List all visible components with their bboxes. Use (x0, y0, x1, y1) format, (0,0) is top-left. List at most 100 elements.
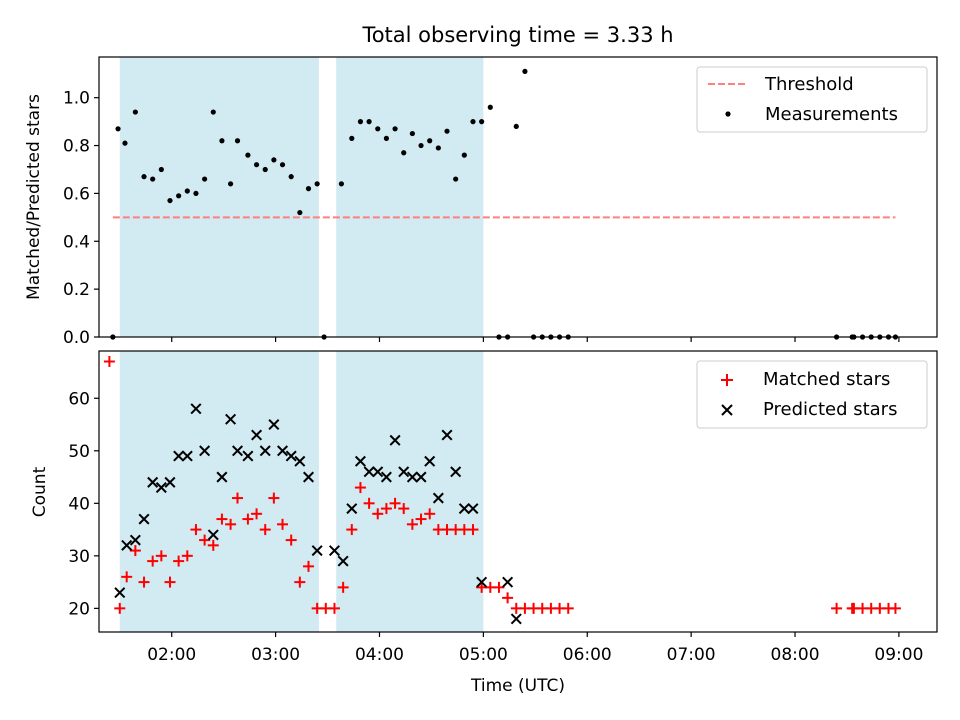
matched-star-point (406, 518, 418, 530)
predicted-star-point (251, 429, 263, 441)
measurement-point (461, 152, 467, 158)
predicted-star-point (363, 466, 375, 478)
ratio-x-ticks (171, 337, 900, 342)
predicted-star-point (467, 503, 479, 515)
measurement-point (150, 176, 156, 182)
predicted-star-point (225, 413, 237, 425)
x-tick-label: 05:00 (459, 645, 508, 665)
predicted-star-point (129, 534, 141, 546)
measurement-point (193, 190, 199, 197)
matched-star-point (190, 524, 202, 536)
measurement-point (401, 150, 407, 156)
predicted-star-point (328, 545, 340, 557)
measurement-point (132, 109, 138, 115)
count-legend: Matched stars Predicted stars (696, 360, 928, 429)
predicted-star-point (259, 445, 271, 457)
ratio-axes-frame (98, 56, 938, 338)
matched-star-point (493, 581, 505, 593)
matched-star-point (294, 576, 306, 588)
matched-star-point (277, 518, 289, 530)
predicted-star-point (337, 555, 349, 567)
measurement-point (297, 209, 303, 216)
matched-star-point (562, 602, 574, 614)
matched-star-point (337, 581, 349, 593)
matched-star-point (103, 356, 115, 368)
predicted-star-point (311, 545, 323, 557)
measurement-point (115, 126, 121, 132)
matched-star-point (380, 503, 392, 515)
predicted-star-point (432, 492, 444, 504)
predicted-legend-label: Predicted stars (763, 399, 897, 420)
observing-interval-bottom-1 (336, 351, 484, 632)
predicted-star-point (502, 576, 514, 588)
matched-star-point (199, 534, 211, 546)
matched-star-point (155, 550, 167, 562)
predicted-star-point (268, 419, 280, 431)
measurement-point (338, 181, 344, 187)
count-plot (103, 356, 901, 625)
chart-title: Total observing time = 3.33 h (361, 23, 673, 47)
matched-star-point (268, 492, 280, 504)
ratio-y-tick-label: 1.0 (63, 89, 90, 109)
count-y-tick-label: 50 (68, 442, 90, 462)
measurement-point (262, 166, 268, 173)
matched-star-point (232, 492, 244, 504)
threshold-legend-label: Threshold (764, 74, 854, 95)
x-tick-label: 08:00 (771, 645, 820, 665)
predicted-star-point (510, 613, 522, 625)
predicted-star-point (181, 450, 193, 462)
matched-star-point (328, 602, 340, 614)
observing-intervals-bottom (119, 351, 484, 632)
measurement-point (271, 157, 277, 163)
predicted-star-point (199, 445, 211, 457)
count-y-tick-label: 20 (68, 599, 90, 619)
matched-star-point (225, 518, 237, 530)
measurement-point (314, 181, 320, 187)
measurement-point (366, 119, 372, 125)
predicted-star-point (232, 445, 244, 457)
measurement-point (470, 119, 476, 125)
count-axes-frame (98, 350, 938, 633)
measurement-point (167, 197, 173, 204)
measurement-point (305, 186, 312, 192)
predicted-star-point (147, 476, 159, 488)
predicted-star-point (294, 455, 306, 467)
measurement-point (435, 145, 441, 151)
matched-star-point (346, 524, 358, 536)
predicted-star-point (207, 529, 219, 541)
observing-interval-top-0 (119, 57, 319, 337)
measurements-legend-label: Measurements (765, 104, 898, 125)
matched-star-point (207, 539, 219, 551)
count-legend-box (696, 360, 928, 429)
matched-star-point (181, 550, 193, 562)
count-y-tick-label: 30 (68, 547, 90, 567)
ratio-y-tick-label: 0.8 (63, 137, 90, 157)
predicted-star-point (173, 450, 185, 462)
predicted-star-point (450, 466, 462, 478)
measurement-point (202, 176, 208, 182)
x-tick-label: 06:00 (563, 645, 612, 665)
measurement-point (453, 176, 459, 182)
observing-interval-top-1 (336, 57, 484, 337)
predicted-star-point (155, 482, 167, 494)
measurement-point (392, 126, 398, 132)
matched-star-point (502, 592, 514, 604)
ratio-y-ticks: 0.0 0.2 0.4 0.6 0.8 1.0 (63, 89, 99, 348)
x-axis-label: Time (UTC) (470, 676, 565, 696)
predicted-star-point (415, 471, 427, 483)
measurement-point (444, 128, 450, 134)
measurement-point (279, 162, 286, 168)
ratio-y-tick-label: 0.4 (63, 232, 90, 252)
predicted-star-point (389, 434, 401, 446)
count-y-ticks: 20 30 40 50 60 (68, 389, 99, 619)
matched-star-point (398, 503, 410, 515)
measurement-point (253, 162, 260, 168)
predicted-star-point (190, 403, 202, 415)
matched-legend-label: Matched stars (763, 369, 890, 390)
predicted-star-point (114, 587, 126, 599)
matched-star-point (138, 576, 150, 588)
x-tick-label: 02:00 (147, 645, 196, 665)
x-tick-label: 09:00 (874, 645, 923, 665)
matched-star-point (389, 497, 401, 509)
matched-star-point (285, 534, 297, 546)
